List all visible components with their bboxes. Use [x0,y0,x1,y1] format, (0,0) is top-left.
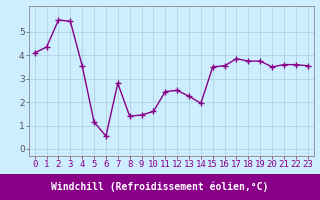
Text: Windchill (Refroidissement éolien,°C): Windchill (Refroidissement éolien,°C) [51,182,269,192]
